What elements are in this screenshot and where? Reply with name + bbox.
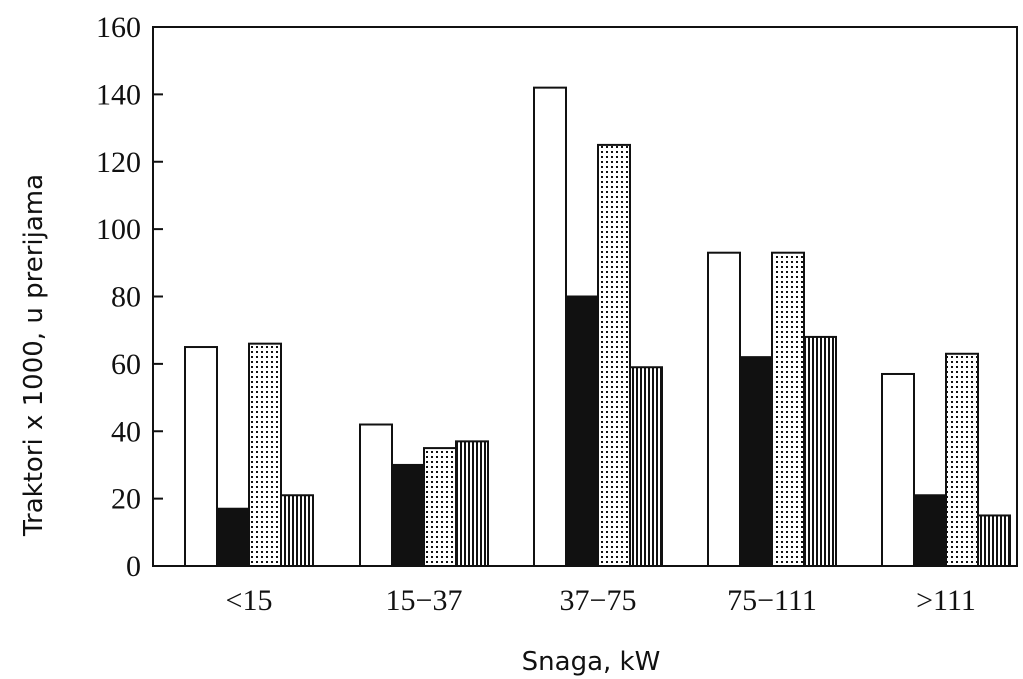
x-tick-label: 75−111	[727, 584, 817, 617]
x-tick-label: >111	[916, 584, 976, 617]
x-tick-label: 37−75	[560, 584, 637, 617]
bar-3-4	[771, 251, 805, 568]
bar-4-5	[977, 514, 1011, 567]
bar-2-3	[565, 295, 599, 567]
bar-1-4	[707, 251, 741, 568]
y-tick-label: 120	[96, 146, 141, 179]
bar-4-2	[455, 440, 489, 568]
y-tick-label: 80	[111, 281, 141, 314]
y-tick-label: 140	[96, 78, 141, 111]
x-axis-ticks: <15 15−37 37−75 75−111 >111	[226, 584, 976, 617]
bar-1-2	[359, 423, 393, 568]
bar-3-1	[248, 342, 282, 567]
bar-2-5	[913, 494, 947, 568]
x-tick-label: <15	[226, 584, 273, 617]
bar-1-3	[533, 86, 567, 567]
bar-4-4	[803, 335, 837, 567]
bar-4-1	[280, 494, 314, 568]
bars-layer	[184, 86, 1011, 568]
y-tick-label: 40	[111, 415, 141, 448]
y-tick-label: 60	[111, 348, 141, 381]
bar-1-5	[881, 372, 915, 568]
y-tick-label: 0	[126, 550, 141, 583]
y-axis-label: Traktori x 1000, u prerijama	[19, 174, 49, 537]
y-tick-label: 160	[96, 11, 141, 44]
bar-3-3	[597, 143, 631, 567]
x-tick-label: 15−37	[386, 584, 463, 617]
bar-3-2	[423, 447, 457, 567]
bar-3-5	[945, 352, 979, 567]
y-tick-label: 20	[111, 483, 141, 516]
bar-2-1	[216, 507, 250, 568]
x-axis-label: Snaga, kW	[522, 647, 661, 677]
bar-2-2	[391, 463, 425, 567]
bar-2-4	[739, 356, 773, 568]
y-tick-label: 100	[96, 213, 141, 246]
bar-1-1	[184, 346, 218, 567]
bar-4-3	[629, 366, 663, 567]
y-axis-ticks: 0 20 40 60 80 100 120 140 160	[96, 11, 163, 583]
